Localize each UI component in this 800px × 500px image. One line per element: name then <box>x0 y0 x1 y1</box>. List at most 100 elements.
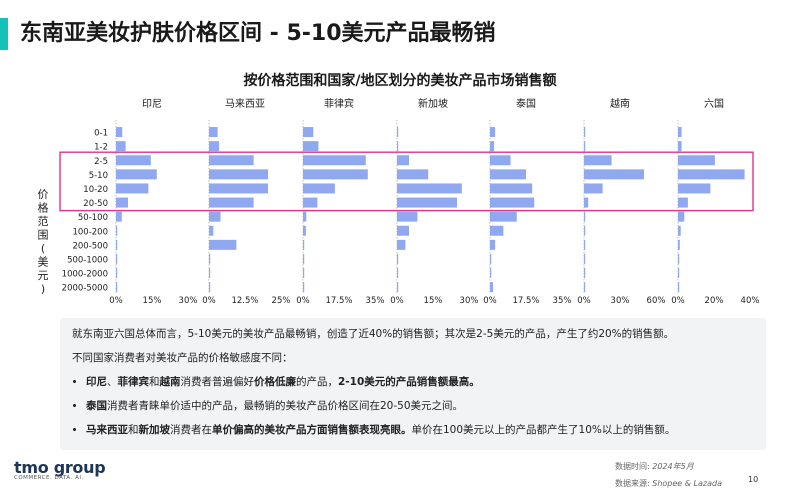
bullet-text: 和 <box>128 424 139 436</box>
bar <box>678 141 682 152</box>
bar <box>490 127 496 138</box>
summary-bullet: 马来西亚和新加坡消费者在单价偏高的美妆产品方面销售额表现亮眼。单价在100美元以… <box>86 423 754 437</box>
series-title: 马来西亚 <box>225 98 265 110</box>
bar <box>209 268 211 279</box>
bullet-text: 和 <box>149 376 160 388</box>
bullet-bold-text: 单价偏高的美妆产品方面销售额表现亮眼。 <box>212 424 412 436</box>
bar <box>490 197 535 208</box>
bar <box>490 155 511 166</box>
bar <box>490 282 494 293</box>
bar <box>678 253 680 264</box>
bar <box>116 141 126 152</box>
bar <box>397 225 409 236</box>
bar <box>584 211 586 222</box>
highlight-box <box>59 151 754 212</box>
bullet-bold-text: 2-10美元的产品销售额最高。 <box>338 376 480 388</box>
series-title: 菲律宾 <box>324 97 354 110</box>
bar <box>678 282 680 293</box>
bar <box>209 141 220 152</box>
bar <box>209 197 254 208</box>
bar <box>116 169 157 180</box>
series-title: 六国 <box>704 98 724 110</box>
bar <box>678 183 711 194</box>
bar <box>584 225 586 236</box>
x-tick-label: 0% <box>671 296 685 306</box>
bar <box>490 268 492 279</box>
category-label: 2000-5000 <box>62 284 108 294</box>
source-value: Shopee & Lazada <box>652 479 722 488</box>
bar <box>209 183 269 194</box>
bar <box>397 282 399 293</box>
summary-lead: 不同国家消费者对美妆产品的价格敏感度不同： <box>72 352 293 364</box>
bullet-bold-text: 马来西亚 <box>86 424 128 436</box>
x-tick-label: 35% <box>366 296 385 306</box>
date-value: 2024年5月 <box>652 462 694 471</box>
bar <box>303 253 305 264</box>
x-tick-label: 17.5% <box>325 296 352 306</box>
category-label: 50-100 <box>78 213 108 223</box>
bar <box>303 239 305 250</box>
bar <box>678 239 680 250</box>
bar <box>209 211 221 222</box>
bar <box>116 155 151 166</box>
bar <box>116 268 118 279</box>
x-tick-label: 30% <box>179 296 198 306</box>
bullet-bold-text: 菲律宾 <box>117 376 150 388</box>
bar <box>116 183 149 194</box>
bar <box>397 197 457 208</box>
series-title: 新加坡 <box>418 97 448 110</box>
bullet-bold-text: 印尼 <box>86 376 107 388</box>
bar <box>397 169 429 180</box>
x-tick-label: 20% <box>705 296 724 306</box>
bar <box>397 239 406 250</box>
category-label: 100-200 <box>72 227 108 237</box>
x-tick-label: 60% <box>647 296 666 306</box>
bullet-bold-text: 价格低廉 <box>254 376 296 388</box>
bar <box>584 253 586 264</box>
bullet-bold-text: 越南 <box>159 376 181 388</box>
x-tick-label: 12.5% <box>231 296 258 306</box>
y-axis-label: 价格范围(美元) <box>38 188 49 296</box>
x-tick-label: 15% <box>424 296 443 306</box>
bar <box>678 127 682 138</box>
logo-suffix: group <box>48 458 106 477</box>
category-label: 1-2 <box>94 143 108 153</box>
x-tick-label: 25% <box>272 296 291 306</box>
bar <box>490 225 504 236</box>
bar <box>209 282 211 293</box>
bar <box>490 239 496 250</box>
bar <box>584 169 644 180</box>
bar <box>116 239 118 250</box>
bar <box>116 197 128 208</box>
bar <box>303 197 318 208</box>
bullet-text: 消费者青睐单价适中的产品，最畅销的美妆产品价格区间在20-50美元之间。 <box>107 400 464 412</box>
category-label: 2-5 <box>94 157 108 167</box>
category-label: 20-50 <box>83 199 108 209</box>
series-title: 越南 <box>610 97 630 110</box>
x-tick-label: 0% <box>577 296 591 306</box>
summary-intro: 就东南亚六国总体而言，5-10美元的美妆产品最畅销，创造了近40%的销售额；其次… <box>72 328 675 340</box>
x-tick-label: 0% <box>390 296 404 306</box>
bar <box>584 197 589 208</box>
bar <box>584 127 586 138</box>
bar <box>397 155 409 166</box>
bar <box>397 183 462 194</box>
bar <box>584 268 586 279</box>
bar <box>209 127 218 138</box>
bar <box>209 225 214 236</box>
bar-chart: 价格范围(美元) 0-1 1-2 2-5 5-10 10-20 20-50 50-100 100… <box>38 97 760 306</box>
chart-title: 按价格范围和国家/地区划分的美妆产品市场销售额 <box>243 73 557 89</box>
bar <box>584 239 586 250</box>
category-label: 5-10 <box>89 171 108 181</box>
bar <box>397 141 399 152</box>
x-tick-label: 40% <box>741 296 760 306</box>
bar <box>678 169 745 180</box>
page-title: 东南亚美妆护肤价格区间 - 5-10美元产品最畅销 <box>20 21 496 46</box>
bar <box>584 141 586 152</box>
x-tick-label: 35% <box>553 296 572 306</box>
source-label: 数据来源: <box>615 479 650 488</box>
bar <box>584 183 603 194</box>
bullet-text: 的产品， <box>296 376 338 388</box>
bar <box>397 127 399 138</box>
x-tick-label: 0% <box>483 296 497 306</box>
